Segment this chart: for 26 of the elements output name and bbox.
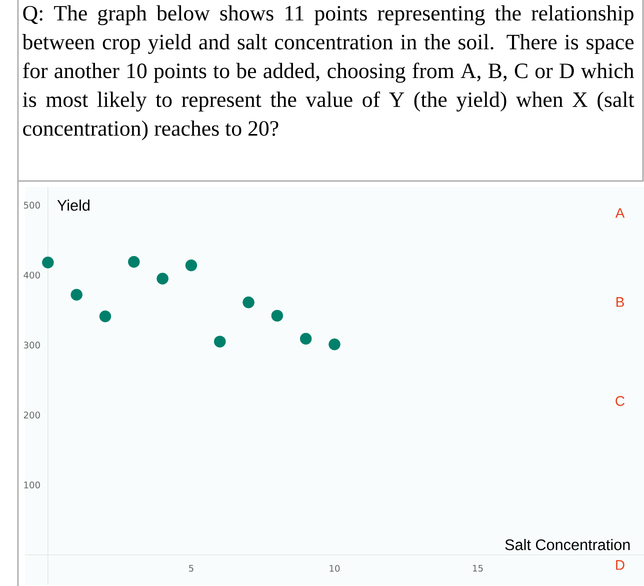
y-tick-label: 500 bbox=[24, 202, 40, 209]
point bbox=[42, 256, 54, 268]
chart-title: Q: The graph below shows 11 points representing the relationship between crop yield and salt concentration in the soil. There is space for another 10 points to be added, choosing from A, B, C or D which is most likely to represent the value of Y (the yield) when X (salt concentration) reaches to 20? bbox=[22, 5, 634, 140]
x-tick-label: 5 bbox=[189, 564, 194, 572]
x-axis-title: Salt Concentration bbox=[505, 538, 630, 550]
annotation: B bbox=[616, 297, 624, 307]
y-tick-label: 400 bbox=[24, 272, 40, 279]
point bbox=[214, 336, 226, 348]
y-tick-label: 300 bbox=[24, 342, 40, 348]
x-tick-label: 15 bbox=[473, 564, 483, 572]
point bbox=[70, 288, 82, 301]
point bbox=[328, 338, 340, 350]
annotation: A bbox=[615, 208, 625, 218]
y-tick-label: 200 bbox=[24, 412, 40, 418]
y-tick-label: 100 bbox=[24, 482, 40, 488]
point bbox=[156, 272, 168, 284]
x-tick-label: 10 bbox=[330, 564, 340, 572]
point bbox=[300, 332, 312, 345]
y-axis-title: Yield bbox=[57, 200, 90, 211]
point bbox=[99, 310, 112, 322]
point bbox=[242, 296, 254, 308]
point bbox=[271, 310, 284, 322]
point bbox=[128, 256, 140, 268]
annotation: D bbox=[616, 560, 624, 570]
point bbox=[185, 259, 198, 272]
annotation: C bbox=[616, 396, 625, 406]
